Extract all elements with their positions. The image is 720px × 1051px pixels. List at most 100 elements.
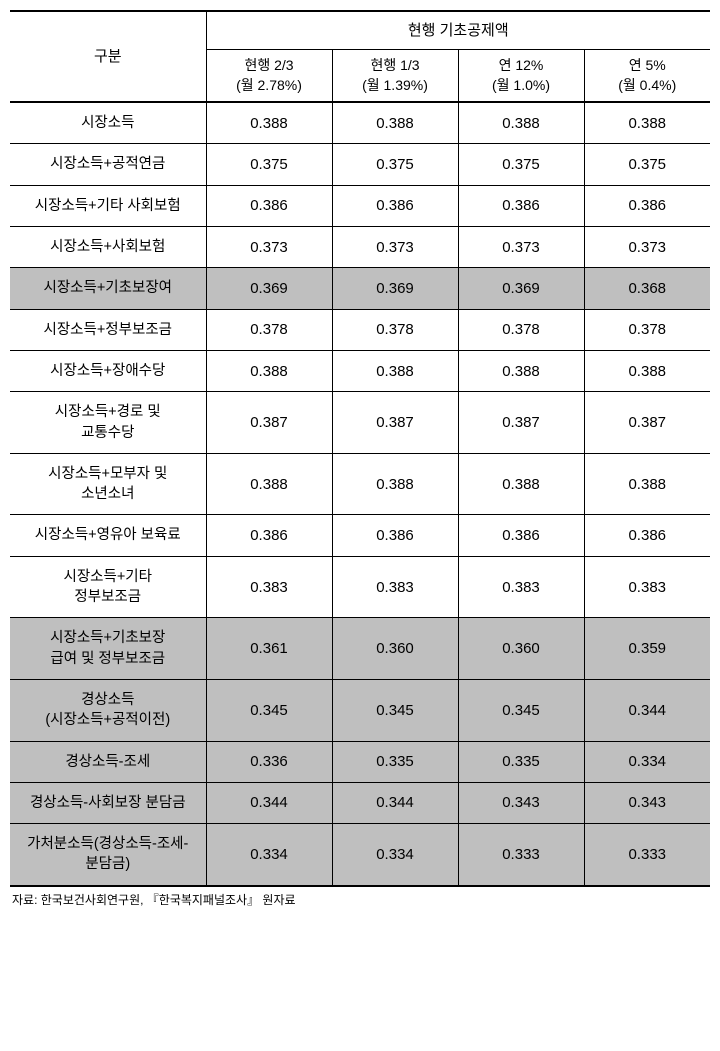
data-cell: 0.388 [206,350,332,391]
data-cell: 0.375 [206,144,332,185]
data-cell: 0.388 [584,350,710,391]
table-row: 시장소득+영유아 보육료0.3860.3860.3860.386 [10,515,710,556]
table-row: 시장소득+모부자 및소년소녀0.3880.3880.3880.388 [10,453,710,515]
table-row: 경상소득(시장소득+공적이전)0.3450.3450.3450.344 [10,679,710,741]
table-row: 시장소득+장애수당0.3880.3880.3880.388 [10,350,710,391]
footnote: 자료: 한국보건사회연구원, 『한국복지패널조사』 원자료 [10,891,710,908]
data-cell: 0.368 [584,268,710,309]
row-label: 시장소득+공적연금 [10,144,206,185]
row-label: 경상소득(시장소득+공적이전) [10,679,206,741]
data-cell: 0.386 [332,515,458,556]
data-cell: 0.383 [206,556,332,618]
row-label: 시장소득+사회보험 [10,227,206,268]
row-label: 가처분소득(경상소득-조세-분담금) [10,824,206,886]
table-row: 시장소득+경로 및교통수당0.3870.3870.3870.387 [10,392,710,454]
data-cell: 0.343 [458,782,584,823]
data-cell: 0.333 [584,824,710,886]
table-row: 시장소득+기초보장여0.3690.3690.3690.368 [10,268,710,309]
header-main: 현행 기초공제액 [206,11,710,50]
table-body: 시장소득0.3880.3880.3880.388시장소득+공적연금0.3750.… [10,102,710,886]
table-row: 시장소득+사회보험0.3730.3730.3730.373 [10,227,710,268]
data-cell: 0.386 [206,515,332,556]
data-cell: 0.388 [458,102,584,144]
row-label: 시장소득+경로 및교통수당 [10,392,206,454]
row-label: 시장소득+기타 사회보험 [10,185,206,226]
data-cell: 0.361 [206,618,332,680]
data-cell: 0.383 [584,556,710,618]
table-row: 가처분소득(경상소득-조세-분담금)0.3340.3340.3330.333 [10,824,710,886]
data-cell: 0.345 [332,679,458,741]
data-cell: 0.335 [458,741,584,782]
data-cell: 0.387 [584,392,710,454]
data-cell: 0.344 [206,782,332,823]
data-cell: 0.369 [332,268,458,309]
header-col-1: 현행 1/3(월 1.39%) [332,50,458,103]
data-cell: 0.387 [206,392,332,454]
data-cell: 0.360 [458,618,584,680]
data-cell: 0.386 [458,185,584,226]
data-cell: 0.386 [458,515,584,556]
data-cell: 0.335 [332,741,458,782]
data-cell: 0.388 [332,350,458,391]
data-cell: 0.344 [584,679,710,741]
header-col-0: 현행 2/3(월 2.78%) [206,50,332,103]
data-cell: 0.387 [332,392,458,454]
table-row: 경상소득-조세0.3360.3350.3350.334 [10,741,710,782]
data-cell: 0.334 [332,824,458,886]
data-cell: 0.369 [206,268,332,309]
row-label: 시장소득+기초보장급여 및 정부보조금 [10,618,206,680]
data-cell: 0.333 [458,824,584,886]
header-col-3: 연 5%(월 0.4%) [584,50,710,103]
data-cell: 0.388 [332,102,458,144]
table-row: 시장소득+기초보장급여 및 정부보조금0.3610.3600.3600.359 [10,618,710,680]
data-cell: 0.388 [458,453,584,515]
data-cell: 0.359 [584,618,710,680]
data-cell: 0.378 [206,309,332,350]
row-label: 시장소득+기타정부보조금 [10,556,206,618]
data-cell: 0.388 [458,350,584,391]
table-row: 경상소득-사회보장 분담금0.3440.3440.3430.343 [10,782,710,823]
data-cell: 0.375 [332,144,458,185]
data-cell: 0.388 [206,102,332,144]
data-cell: 0.378 [458,309,584,350]
data-cell: 0.345 [206,679,332,741]
table-row: 시장소득+정부보조금0.3780.3780.3780.378 [10,309,710,350]
header-col-2: 연 12%(월 1.0%) [458,50,584,103]
data-cell: 0.388 [584,453,710,515]
data-cell: 0.373 [458,227,584,268]
table-row: 시장소득0.3880.3880.3880.388 [10,102,710,144]
row-label: 경상소득-조세 [10,741,206,782]
data-cell: 0.386 [584,515,710,556]
data-cell: 0.388 [584,102,710,144]
data-cell: 0.373 [206,227,332,268]
data-cell: 0.373 [332,227,458,268]
data-cell: 0.387 [458,392,584,454]
data-cell: 0.334 [206,824,332,886]
table-header: 구분 현행 기초공제액 현행 2/3(월 2.78%) 현행 1/3(월 1.3… [10,11,710,102]
row-label: 경상소득-사회보장 분담금 [10,782,206,823]
data-cell: 0.386 [584,185,710,226]
table-row: 시장소득+기타 사회보험0.3860.3860.3860.386 [10,185,710,226]
data-cell: 0.383 [458,556,584,618]
data-cell: 0.383 [332,556,458,618]
data-cell: 0.378 [584,309,710,350]
data-cell: 0.336 [206,741,332,782]
data-cell: 0.386 [332,185,458,226]
row-label: 시장소득 [10,102,206,144]
row-label: 시장소득+기초보장여 [10,268,206,309]
row-label: 시장소득+모부자 및소년소녀 [10,453,206,515]
data-cell: 0.360 [332,618,458,680]
data-cell: 0.388 [332,453,458,515]
table-row: 시장소득+공적연금0.3750.3750.3750.375 [10,144,710,185]
data-cell: 0.388 [206,453,332,515]
data-cell: 0.375 [584,144,710,185]
data-cell: 0.369 [458,268,584,309]
table-row: 시장소득+기타정부보조금0.3830.3830.3830.383 [10,556,710,618]
row-label: 시장소득+영유아 보육료 [10,515,206,556]
data-cell: 0.386 [206,185,332,226]
data-cell: 0.344 [332,782,458,823]
data-cell: 0.375 [458,144,584,185]
data-table: 구분 현행 기초공제액 현행 2/3(월 2.78%) 현행 1/3(월 1.3… [10,10,710,887]
data-cell: 0.345 [458,679,584,741]
data-cell: 0.343 [584,782,710,823]
